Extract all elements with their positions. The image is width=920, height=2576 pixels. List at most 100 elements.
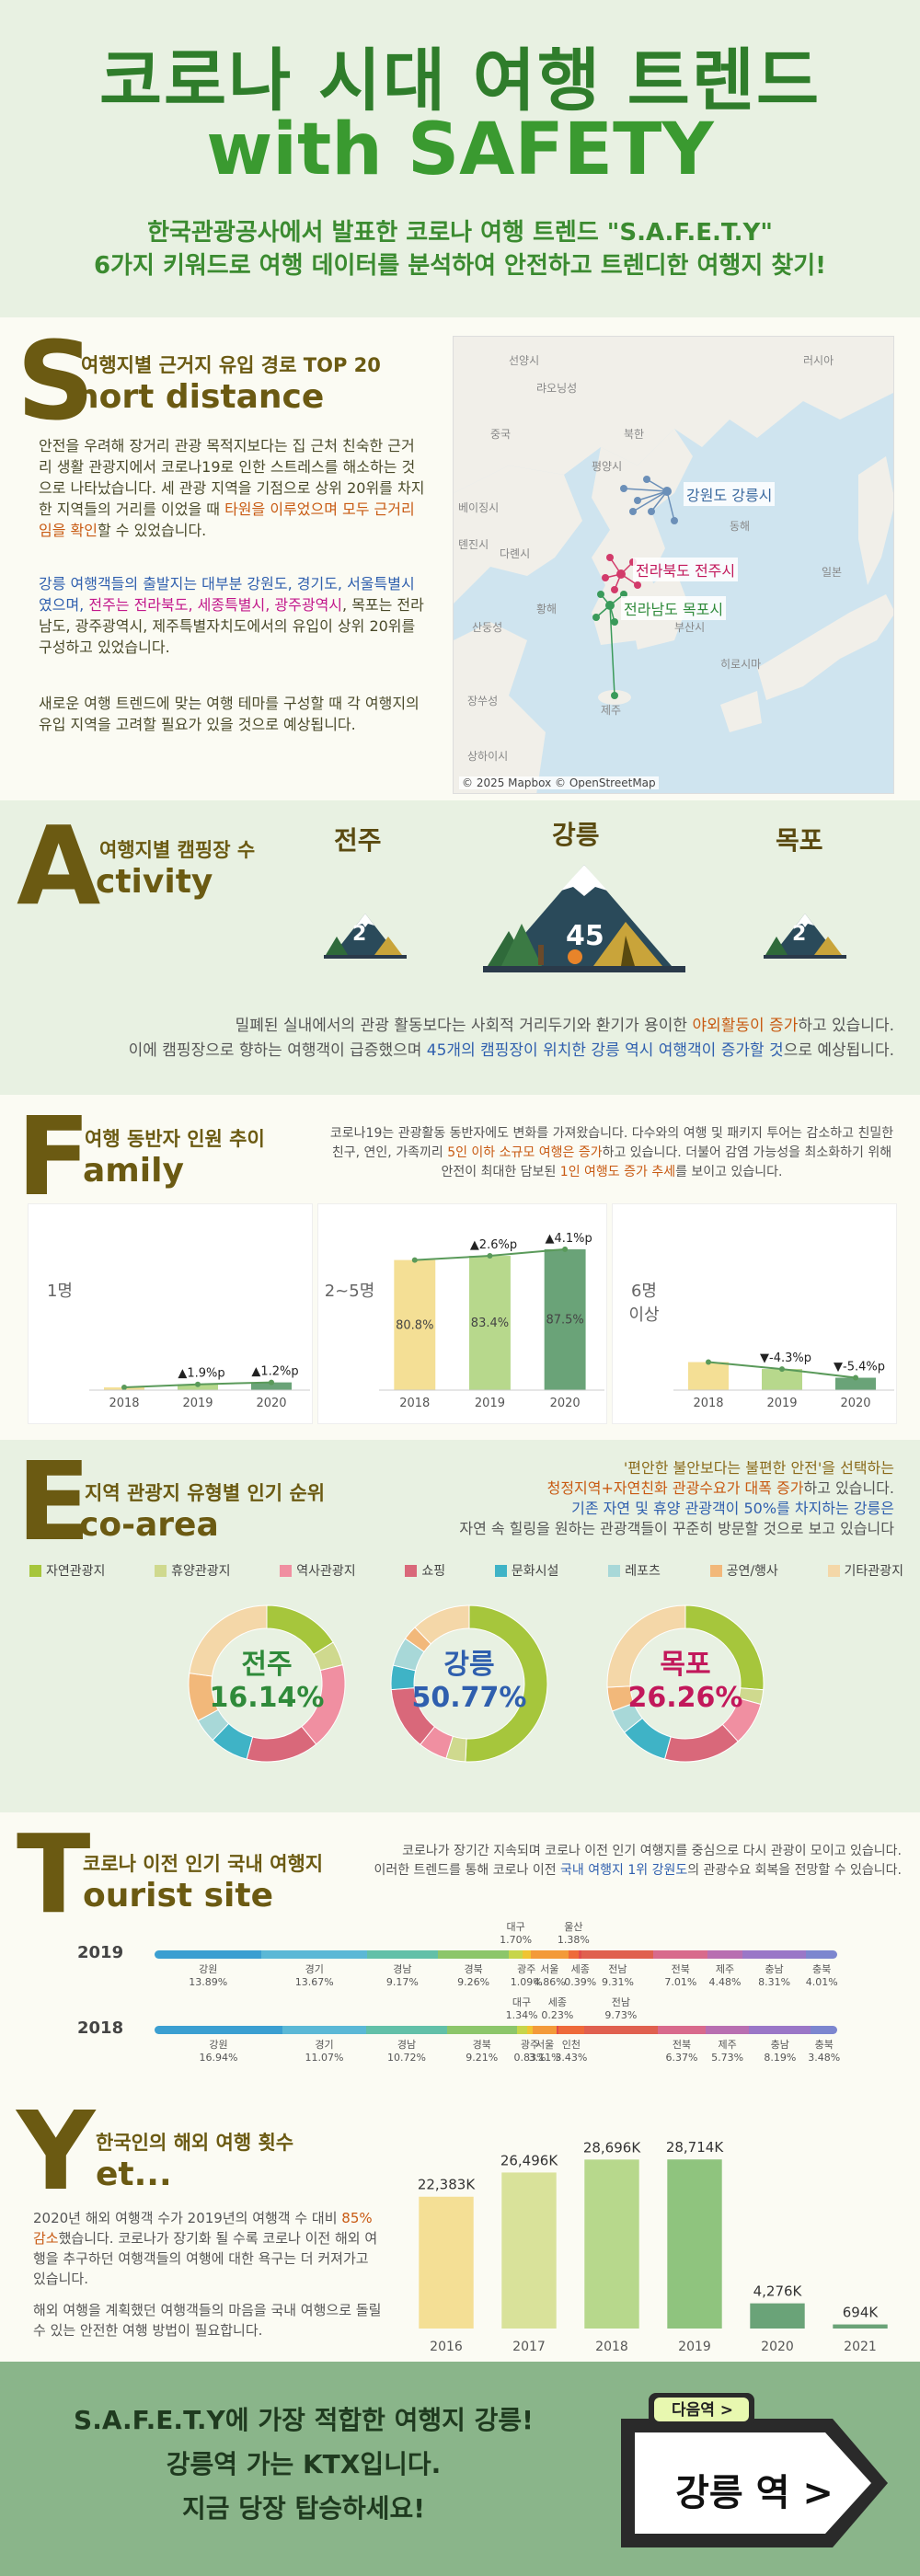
s-p1-highlight-1: 타원을 이루었으며	[224, 500, 338, 518]
y-p1-a: 2020년 해외 여행객 수가 2019년의 여행객 수 대비	[33, 2210, 342, 2226]
svg-text:산둥성: 산둥성	[472, 621, 502, 634]
trend-point	[121, 1385, 127, 1391]
bar-data-label: 87.5%	[546, 1313, 583, 1327]
region-label: 충남 8.31%	[758, 1963, 791, 1988]
closing-text: S.A.F.E.T.Y에 가장 적합한 여행지 강릉! 강릉역 가는 KTX입니…	[18, 2398, 589, 2531]
map-label-jeonju: 전라북도 전주시	[633, 558, 739, 581]
panel-label: 2~5명	[324, 1282, 375, 1301]
donut-center-label: 전주 16.14%	[202, 1649, 331, 1715]
overseas-travel-chart: 22,383K 2016 26,496K 2017 28,696K 2018 28,714K…	[418, 2139, 888, 2354]
donut-center-label: 목포 26.26%	[621, 1649, 750, 1715]
region-segment	[706, 2026, 750, 2034]
travel-bar	[584, 2159, 639, 2329]
panel-label: 6명 이상	[628, 1282, 660, 1325]
city-label-mokpo: 목포	[776, 825, 823, 856]
donut-slice	[266, 1604, 334, 1655]
section-title: 코로나 이전 인기 국내 여행지	[83, 1853, 324, 1875]
s-p1-highlight-2: 모두 근거리임을 확인	[39, 500, 415, 539]
svg-text:제주: 제주	[601, 704, 621, 717]
e-desc-line2: 청정지역+자연친화 관광수요가 대폭 증가하고 있습니다.	[342, 1478, 894, 1499]
region-segment	[366, 1950, 438, 1959]
companion-bar	[762, 1369, 802, 1390]
region-label: 전북 6.37%	[665, 2039, 698, 2064]
region-segment	[583, 2026, 658, 2034]
region-segment	[509, 1950, 523, 1959]
region-segment	[749, 2026, 811, 2034]
region-segment	[581, 1950, 654, 1959]
donut-city: 전주	[241, 1649, 293, 1681]
region-segment	[806, 1950, 837, 1959]
station-name[interactable]: 강릉 역 >	[675, 2472, 834, 2514]
section-letter-f: F	[17, 1093, 91, 1220]
region-label: 경북 9.21%	[466, 2039, 499, 2064]
closing-line3: 지금 당장 탑승하세요!	[181, 2493, 426, 2524]
region-segment	[657, 2026, 707, 2034]
map-credit[interactable]: © 2025 Mapbox © OpenStreetMap	[459, 776, 659, 789]
region-label: 경남 9.17%	[385, 1963, 419, 1988]
section-title: 여행 동반자 인원 추이	[85, 1128, 265, 1150]
region-segment	[530, 1950, 569, 1959]
trend-point	[411, 1257, 418, 1263]
travel-bar	[750, 2303, 805, 2329]
camping-icon-jeonju	[324, 914, 407, 959]
region-share-bar	[155, 1950, 837, 1959]
a-desc1-b: 하고 있습니다.	[798, 1017, 894, 1035]
region-segment	[742, 1950, 807, 1959]
e-desc-line2-hl: 청정지역+자연친화 관광수요가 대폭 증가	[546, 1479, 804, 1497]
category-donut	[606, 1604, 765, 1763]
region-label: 전북 7.01%	[664, 1963, 697, 1988]
section-letter-s: S	[17, 317, 95, 444]
a-desc2-hl: 45개의 캠핑장이 위치한 강릉 역시 여행객이 증가할 것	[426, 1041, 784, 1060]
trend-point	[779, 1366, 785, 1373]
companion-panel: 6명 이상 2018 2019 ▼-4.3%p 2020 ▼-5.4%p	[612, 1203, 897, 1424]
e-desc-line4: 자연 속 힐링을 원하는 관광객들이 꾸준히 방문할 것으로 보고 있습니다	[459, 1520, 894, 1537]
legend-swatch	[155, 1565, 167, 1577]
svg-text:동해: 동해	[730, 520, 750, 533]
region-label: 경기 13.67%	[294, 1963, 334, 1988]
activity-desc-line1: 밀폐된 실내에서의 관광 활동보다는 사회적 거리두기와 환기가 용이한 야외활…	[0, 1014, 894, 1039]
f-desc-hl2: 1인 여행도 증가 추세	[559, 1165, 676, 1179]
t-desc-line2: 이러한 트렌드를 통해 코로나 이전 국내 여행지 1위 강원도의 관광수요 회…	[350, 1861, 902, 1880]
region-segment	[446, 2026, 517, 2034]
legend-swatch	[709, 1565, 722, 1577]
region-label: 강원 13.89%	[189, 1963, 228, 1988]
legend-swatch	[827, 1565, 840, 1577]
header: 코로나 시대 여행 트렌드 with SAFETY 한국관광공사에서 발표한 코…	[0, 0, 920, 317]
tourist-site-section: T 코로나 이전 인기 국내 여행지 ourist site 코로나가 장기간 …	[0, 1812, 920, 2093]
svg-text:러시아: 러시아	[803, 354, 834, 367]
origin-map[interactable]: 러시아 중국 선양시 다롄시 베이징시 톈진시 랴오닝성 북한 평양시 황해 산둥성 장쑤성 상…	[453, 336, 894, 794]
legend-item: 문화시설	[494, 1561, 558, 1580]
region-segment	[811, 2026, 837, 2034]
companion-bar	[394, 1259, 436, 1390]
s-p2-b: 전주는 전라북도, 세종특별시, 광주광역시	[88, 596, 343, 614]
svg-text:톈진시: 톈진시	[458, 538, 489, 551]
category-donut	[188, 1604, 346, 1763]
companion-bar	[688, 1362, 729, 1390]
category-donut	[390, 1604, 548, 1763]
year-tick: 2020	[550, 1397, 581, 1410]
legend-label: 레포츠	[625, 1564, 661, 1579]
legend-item: 휴양관광지	[155, 1561, 231, 1580]
region-label: 충북 4.01%	[805, 1963, 838, 1988]
trend-point	[562, 1246, 569, 1252]
companion-bar-chart: 2018 2019 ▲1.9%p 2020 ▲1.2%p	[89, 1365, 310, 1410]
section-title: 지역 관광지 유형별 인기 순위	[85, 1482, 326, 1504]
year-tick: 2018	[693, 1397, 723, 1410]
legend-swatch	[405, 1565, 418, 1577]
t-desc-line1: 코로나가 장기간 지속되며 코로나 이전 인기 여행지를 중심으로 다시 관광이…	[402, 1844, 902, 1858]
svg-text:장쑤성: 장쑤성	[467, 695, 498, 707]
e-desc-line2-b: 하고 있습니다.	[803, 1479, 895, 1497]
region-segment	[437, 1950, 510, 1959]
y-p1-hl: 85% 감소	[33, 2210, 373, 2247]
tourist-description: 코로나가 장기간 지속되며 코로나 이전 인기 여행지를 중심으로 다시 관광이…	[350, 1842, 902, 1880]
legend-label: 휴양관광지	[171, 1564, 231, 1579]
subtitle: 한국관광공사에서 발표한 코로나 여행 트렌드 "S.A.F.E.T.Y" 6가…	[0, 216, 920, 282]
donut-city: 강릉	[443, 1649, 495, 1681]
region-label: 경기 11.07%	[305, 2039, 344, 2064]
region-segment	[516, 2026, 527, 2034]
donut-slice	[606, 1604, 686, 1688]
companion-bar-chart: 2018 2019 ▼-4.3%p 2020 ▼-5.4%p	[673, 1351, 894, 1410]
next-station-label[interactable]: 다음역 >	[671, 2401, 734, 2420]
trend-point	[269, 1379, 274, 1386]
